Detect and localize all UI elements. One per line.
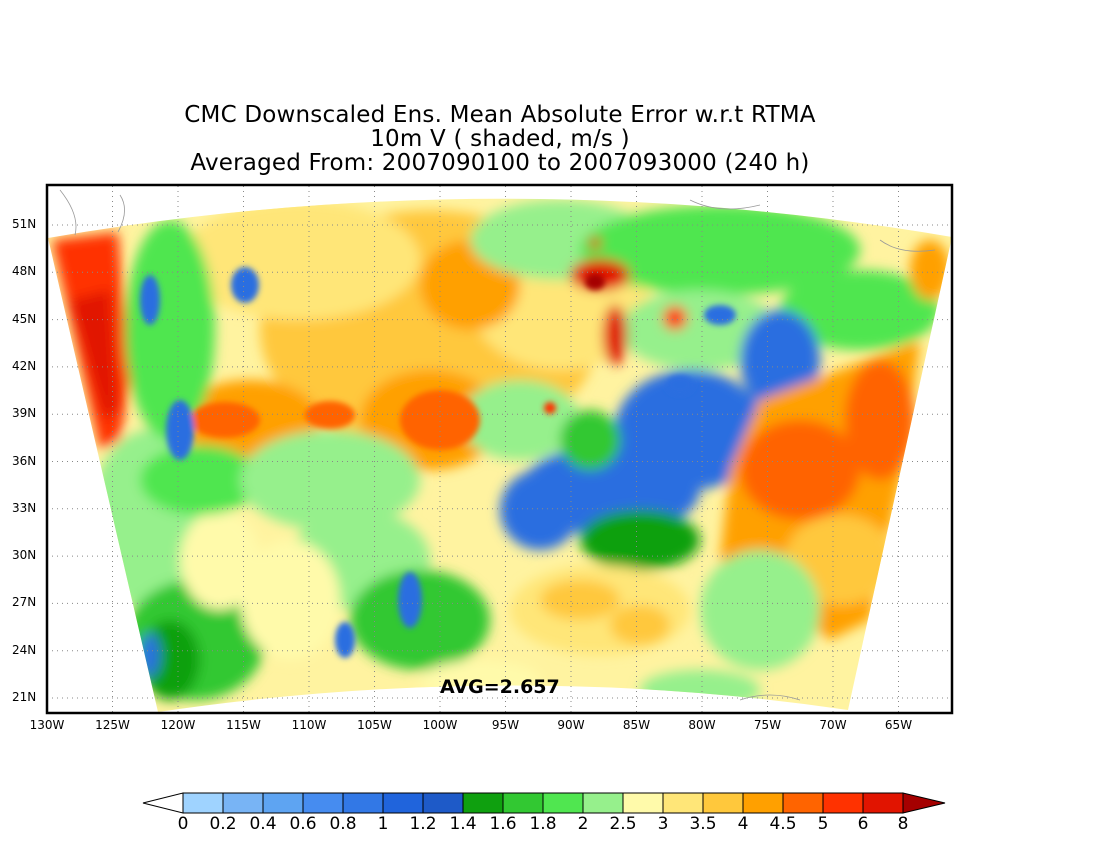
shaded-field xyxy=(48,198,952,712)
colorbar-tick-label: 6 xyxy=(857,814,869,834)
latitude-label: 30N xyxy=(12,548,37,563)
colorbar-tick-label: 0.8 xyxy=(329,814,357,834)
title-line-2: 10m V ( shaded, m/s ) xyxy=(370,126,630,152)
latitude-label: 48N xyxy=(12,264,37,279)
longitude-label: 90W xyxy=(557,718,585,732)
title-line-1: CMC Downscaled Ens. Mean Absolute Error … xyxy=(184,102,816,128)
longitude-label: 75W xyxy=(753,718,782,732)
longitude-label: 95W xyxy=(491,718,520,732)
colorbar-tick-label: 0 xyxy=(177,814,189,834)
colorbar-tick-label: 1 xyxy=(377,814,389,834)
latitude-label: 24N xyxy=(12,642,37,657)
longitude-label: 80W xyxy=(688,718,716,732)
latitude-label: 42N xyxy=(12,358,37,373)
longitude-label: 85W xyxy=(622,718,651,732)
latitude-label: 51N xyxy=(12,217,37,231)
colorbar-tick-label: 2.5 xyxy=(609,814,637,834)
longitude-label: 120W xyxy=(160,718,196,732)
longitude-label: 70W xyxy=(819,718,847,732)
latitude-label: 33N xyxy=(12,500,37,515)
average-label: AVG=2.657 xyxy=(440,676,560,698)
colorbar-tick-label: 0.6 xyxy=(289,814,317,834)
colorbar-tick-label: 1.8 xyxy=(529,814,557,834)
colorbar-tick-label: 3 xyxy=(657,814,669,834)
colorbar-tick-label: 1.2 xyxy=(409,814,437,834)
colorbar-tick-label: 5 xyxy=(817,814,829,834)
colorbar-tick-label: 4 xyxy=(737,814,749,834)
title-line-3: Averaged From: 2007090100 to 2007093000 … xyxy=(190,150,810,176)
longitude-label: 130W xyxy=(29,718,65,732)
longitude-label: 65W xyxy=(884,718,913,732)
colorbar-tick-label: 1.6 xyxy=(489,814,517,834)
latitude-label: 27N xyxy=(12,595,37,610)
longitude-label: 105W xyxy=(357,718,392,732)
colorbar-tick-label: 0.4 xyxy=(249,814,277,834)
coastline xyxy=(59,189,936,701)
longitude-label: 115W xyxy=(226,718,261,732)
latitude-label: 45N xyxy=(12,311,37,326)
colorbar-tick-label: 4.5 xyxy=(769,814,797,834)
colorbar-tick-label: 1.4 xyxy=(449,814,477,834)
longitude-label: 110W xyxy=(291,718,327,732)
colorbar-tick-label: 0.2 xyxy=(209,814,237,834)
lat-lon-gridlines xyxy=(47,186,952,712)
colorbar-tick-label: 3.5 xyxy=(689,814,717,834)
latitude-label: 21N xyxy=(12,690,37,704)
longitude-label: 125W xyxy=(95,718,130,732)
latitude-label: 39N xyxy=(12,406,37,421)
longitude-label: 100W xyxy=(422,718,458,732)
colorbar-tick-label: 2 xyxy=(577,814,589,834)
latitude-label: 36N xyxy=(12,453,37,468)
colorbar-tick-label: 8 xyxy=(897,814,909,834)
map-frame xyxy=(45,183,954,715)
